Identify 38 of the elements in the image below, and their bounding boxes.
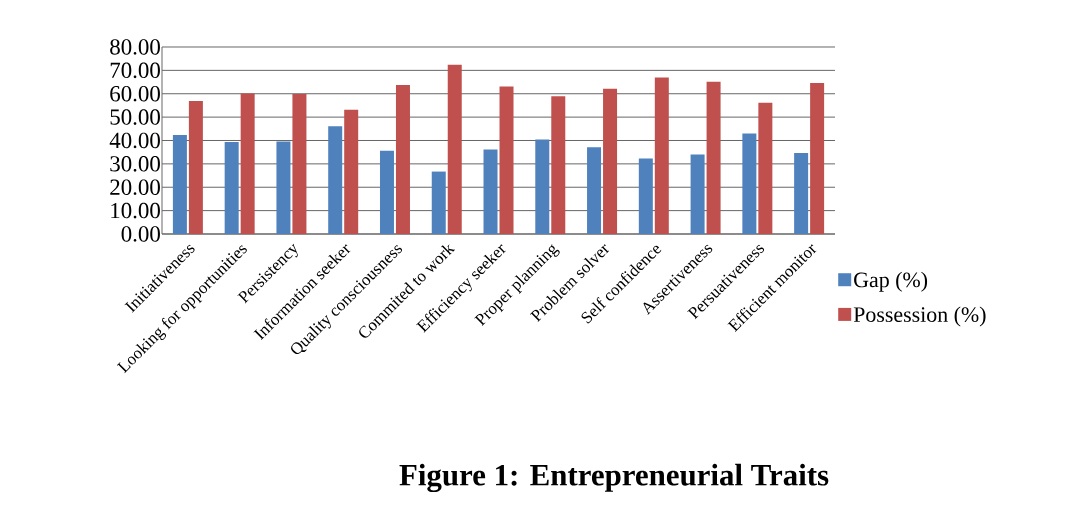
- bar: [810, 82, 825, 234]
- y-tick-label: 40.00: [109, 132, 160, 149]
- bar: [447, 64, 462, 234]
- bar: [690, 154, 705, 234]
- y-tick-label: 70.00: [110, 62, 160, 79]
- bar: [603, 88, 618, 234]
- bar: [654, 77, 669, 234]
- bar: [344, 109, 359, 234]
- bar: [499, 86, 514, 234]
- y-tick-label: 80.00: [110, 39, 160, 55]
- bar: [551, 96, 566, 234]
- y-tick-label: 20.00: [110, 179, 160, 196]
- bar: [224, 141, 239, 234]
- bar: [431, 171, 446, 234]
- bar: [240, 93, 255, 234]
- y-tick-label: 60.00: [110, 85, 160, 102]
- bar: [706, 81, 721, 234]
- legend-label: Possession (%): [853, 306, 986, 327]
- y-tick-label: 10.00: [111, 202, 160, 219]
- bar: [172, 135, 187, 234]
- bar: [742, 133, 757, 234]
- y-tick-label: 0.00: [121, 226, 160, 242]
- bar: [483, 149, 498, 234]
- legend-label: Gap (%): [854, 271, 928, 292]
- bar: [535, 139, 550, 234]
- bar: [276, 141, 291, 234]
- bar: [395, 85, 410, 234]
- y-tick-label: 50.00: [110, 109, 160, 125]
- bar: [379, 150, 394, 234]
- bar: [188, 100, 203, 234]
- bar: [638, 158, 653, 234]
- bar: [758, 102, 773, 234]
- bar: [794, 153, 809, 234]
- bar: [292, 93, 307, 234]
- bar: [587, 147, 602, 234]
- bar: [328, 126, 343, 234]
- y-tick-label: 30.00: [110, 156, 160, 172]
- text: Figure 1: Entrepreneurial Traits: [399, 463, 829, 493]
